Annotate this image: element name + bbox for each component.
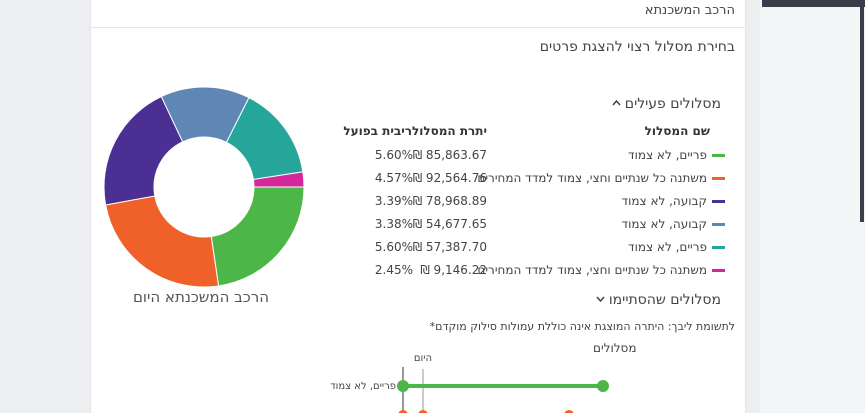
track-color-swatch [712,199,725,203]
mortgage-card: הרכב המשכנתא בחירת מסלול רצוי להצגת פרטי… [90,0,746,413]
track-balance: ₪ 9,146.22 [420,263,487,277]
mortgage-donut-chart [99,82,309,292]
ended-tracks-toggle[interactable]: מסלולים שהסתיימו [596,292,721,308]
early-repayment-footnote: *לתשומת ליבך: היתרה המוצגת אינה כוללת עמ… [429,320,735,333]
track-color-swatch [712,176,725,180]
timeline-track-label: פריים, לא צמוד [330,381,396,392]
track-row[interactable]: משתנה כל שנתיים וחצי, צמוד למדד המחירים … [91,171,745,191]
track-row[interactable]: קבועה, לא צמוד ₪ 78,968.89 3.39% [91,194,745,214]
timeline-end-point[interactable] [597,380,609,392]
track-row[interactable]: פריים, לא צמוד ₪ 57,387.70 5.60% [91,240,745,260]
track-color-swatch [712,268,725,272]
track-name: פריים, לא צמוד [628,240,707,254]
track-name: משתנה כל שנתיים וחצי, צמוד למדד המחירים [477,171,707,185]
timeline-title: מסלולים [593,341,637,355]
chevron-up-icon [612,99,621,109]
track-rate: 2.45% [374,263,413,277]
track-name: קבועה, לא צמוד [621,194,707,208]
track-row[interactable]: קבועה, לא צמוד ₪ 54,677.65 3.38% [91,217,745,237]
timeline-start-point[interactable] [397,380,409,392]
active-tracks-toggle[interactable]: מסלולים פעילים [612,96,721,112]
track-row[interactable]: פריים, לא צמוד ₪ 85,863.67 5.60% [91,148,745,168]
side-panel-top-bar [762,0,865,7]
track-row[interactable]: משתנה כל שנתיים וחצי, צמוד למדד המחירים … [91,263,745,283]
today-label: היום [414,353,432,364]
column-header-rate: ריבית בפועל [343,124,412,138]
side-scrollbar[interactable] [860,0,864,222]
track-balance: ₪ 85,863.67 [412,148,487,162]
chevron-down-icon [596,295,605,305]
donut-slice[interactable] [105,195,220,288]
active-tracks-label: מסלולים פעילים [624,96,721,112]
timeline-point[interactable] [418,410,428,413]
column-header-balance: יתרת המסלול [411,124,487,138]
column-header-name: שם המסלול [644,124,710,138]
donut-caption: הרכב המשכנתא היום [132,288,270,306]
track-selection-subtitle: בחירת מסלול רצוי להצגת פרטים [539,39,735,55]
side-panel [760,0,865,413]
track-rate: 3.39% [374,194,413,208]
track-balance: ₪ 54,677.65 [412,217,487,231]
ended-tracks-label: מסלולים שהסתיימו [608,292,721,308]
track-rate: 3.38% [374,217,413,231]
tracks-timeline: היום פריים, לא צמוד [330,353,609,413]
track-rate: 5.60% [374,240,413,254]
track-color-swatch [712,153,725,157]
donut-slice[interactable] [210,186,305,287]
card-header: הרכב המשכנתא [91,0,745,28]
track-name: פריים, לא צמוד [628,148,707,162]
donut-slice[interactable] [252,171,305,188]
track-rate: 5.60% [374,148,413,162]
track-color-swatch [712,222,725,226]
track-name: משתנה כל שנתיים וחצי, צמוד למדד המחירים [477,263,707,277]
timeline-end-point[interactable] [564,410,574,413]
card-title: הרכב המשכנתא [644,3,735,18]
track-name: קבועה, לא צמוד [621,217,707,231]
timeline-start-point[interactable] [398,410,408,413]
track-balance: ₪ 92,564.76 [412,171,487,185]
donut-svg [103,86,305,288]
track-rate: 4.57% [374,171,413,185]
track-balance: ₪ 57,387.70 [412,240,487,254]
track-color-swatch [712,245,725,249]
track-balance: ₪ 78,968.89 [412,194,487,208]
